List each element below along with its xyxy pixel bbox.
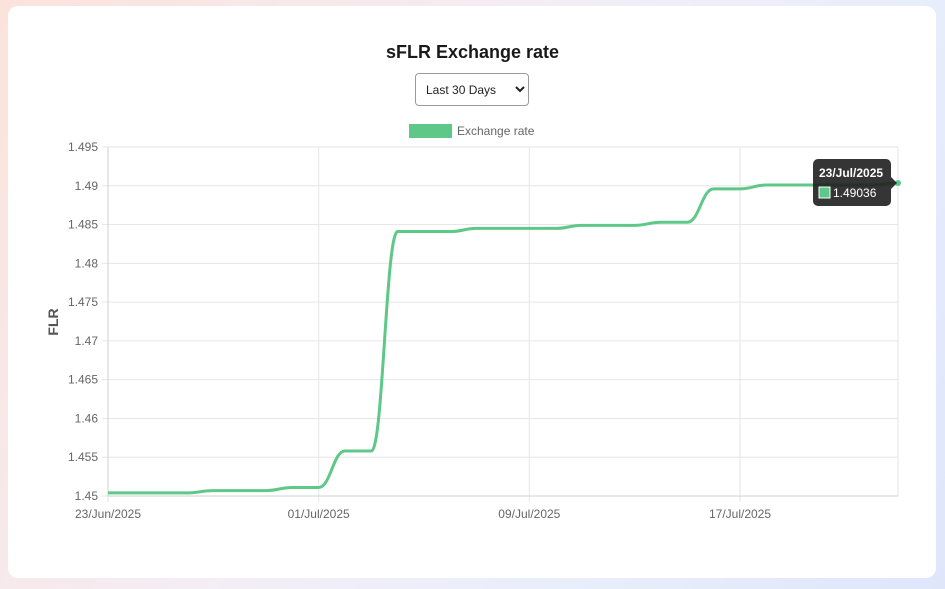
legend[interactable]: Exchange rate xyxy=(409,124,535,138)
time-range-select[interactable]: Last 30 Days xyxy=(415,73,529,106)
y-tick-label: 1.49 xyxy=(75,179,99,193)
y-axis-label: FLR xyxy=(45,308,61,335)
tooltip-title: 23/Jul/2025 xyxy=(819,166,883,180)
y-tick-label: 1.46 xyxy=(75,411,99,425)
tooltip-box xyxy=(813,159,891,206)
tooltip-caret xyxy=(891,176,897,189)
grid xyxy=(102,146,899,502)
series-line-exchange-rate xyxy=(108,181,899,495)
data-points xyxy=(895,179,901,186)
y-tick-label: 1.465 xyxy=(68,373,98,387)
tooltip: 23/Jul/2025 1.49036 xyxy=(813,159,897,206)
x-tick-label: 17/Jul/2025 xyxy=(709,507,771,521)
chart-title: sFLR Exchange rate xyxy=(385,42,560,62)
legend-swatch xyxy=(409,124,452,138)
x-tick-label: 01/Jul/2025 xyxy=(288,507,350,521)
y-tick-label: 1.45 xyxy=(75,489,99,503)
x-tick-label: 23/Jun/2025 xyxy=(75,507,141,521)
y-tick-label: 1.495 xyxy=(68,140,98,154)
tooltip-value: 1.49036 xyxy=(833,186,877,200)
y-tick-label: 1.47 xyxy=(75,334,99,348)
tooltip-swatch xyxy=(818,186,831,199)
y-tick-label: 1.475 xyxy=(68,295,98,309)
y-tick-label: 1.455 xyxy=(68,450,98,464)
y-tick-label: 1.48 xyxy=(75,256,99,270)
axes: 1.45 1.455 1.46 1.465 1.47 1.475 1.48 1.485 1.49… xyxy=(68,140,898,521)
data-point-hovered xyxy=(895,179,901,186)
y-tick-label: 1.485 xyxy=(68,218,98,232)
x-tick-label: 09/Jul/2025 xyxy=(498,507,560,521)
legend-label: Exchange rate xyxy=(457,124,535,138)
